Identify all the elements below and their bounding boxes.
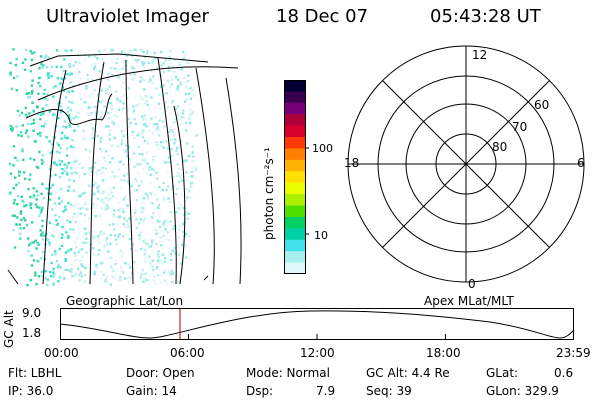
altitude-timeline — [59, 308, 575, 340]
colorbar-band — [284, 91, 306, 104]
colorbar-label-100: 100 — [312, 142, 333, 155]
apex-projection-label: Apex MLat/MLT — [424, 294, 514, 308]
timeline-tick-0000: 00:00 — [44, 346, 79, 360]
timeline-tick-1800: 18:00 — [426, 346, 461, 360]
polar-diagonal-2 — [382, 80, 550, 248]
gc-alt-info: GC Alt: 4.4 Re — [366, 366, 450, 380]
colorbar-band — [284, 251, 306, 264]
altitude-tick-high: 9.0 — [22, 306, 42, 320]
geographic-grid-lines — [25, 57, 242, 285]
mlat-label-70: 70 — [512, 120, 528, 134]
colorbar-band — [284, 182, 306, 195]
date-label: 18 Dec 07 — [276, 6, 369, 27]
colorbar-band — [284, 228, 306, 241]
colorbar-band — [284, 148, 306, 161]
colorbar-band — [284, 137, 306, 149]
colorbar-band — [284, 239, 306, 252]
mlt-label-12: 12 — [472, 48, 488, 62]
mlt-label-18: 18 — [344, 156, 360, 170]
colorbar-label-10: 10 — [314, 229, 328, 242]
altitude-axis-label: GC Alt — [2, 310, 16, 348]
time-label: 05:43:28 UT — [430, 6, 541, 27]
dsp-label: Dsp: — [246, 384, 274, 398]
mlt-label-6: 6 — [577, 156, 585, 170]
polar-mlt-plot — [347, 45, 585, 283]
colorbar-band — [284, 102, 306, 115]
glon-info: GLon: 329.9 — [486, 384, 559, 398]
colorbar-band — [284, 205, 306, 218]
colorbar-band — [284, 80, 306, 92]
dsp-value: 7.9 — [316, 384, 336, 398]
geographic-projection-label: Geographic Lat/Lon — [66, 294, 184, 308]
filter-info: Flt: LBHL — [8, 366, 62, 380]
mlt-label-0: 0 — [468, 277, 476, 291]
uv-image-panel — [7, 48, 242, 287]
mlat-label-80: 80 — [492, 140, 508, 154]
mlat-label-60: 60 — [534, 98, 550, 112]
colorbar-band — [284, 159, 306, 172]
timeline-tick-0600: 06:00 — [170, 346, 205, 360]
glat-value: 0.6 — [554, 366, 574, 380]
colorbar-band — [284, 216, 306, 229]
colorbar-band — [284, 171, 306, 184]
colorbar-band — [284, 114, 306, 127]
colorbar-band — [284, 194, 306, 207]
colorbar — [284, 80, 309, 275]
seq-info: Seq: 39 — [366, 384, 412, 398]
altitude-curve — [59, 310, 575, 339]
auroral-emission-pixels — [8, 48, 198, 287]
gain-info: Gain: 14 — [126, 384, 177, 398]
mode-info: Mode: Normal — [246, 366, 330, 380]
colorbar-band — [284, 262, 306, 275]
altitude-tick-low: 1.8 — [22, 326, 42, 340]
instrument-title: Ultraviolet Imager — [46, 6, 209, 27]
timeline-tick-2359: 23:59 — [556, 346, 591, 360]
colorbar-band — [284, 125, 306, 138]
timeline-tick-1200: 12:00 — [300, 346, 335, 360]
colorbar-unit-label: photon cm⁻²s⁻¹ — [262, 147, 276, 240]
timeline-ticks — [188, 334, 446, 340]
earth-limb — [7, 53, 209, 285]
door-info: Door: Open — [126, 366, 195, 380]
ip-info: IP: 36.0 — [8, 384, 54, 398]
glat-label: GLat: — [486, 366, 519, 380]
